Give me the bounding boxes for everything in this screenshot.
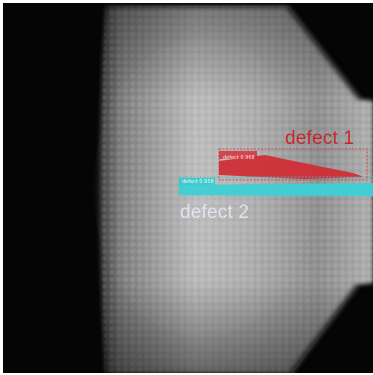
defect-1-bounding-box (218, 148, 368, 181)
defect-1-mask (219, 155, 364, 179)
xray-image: defect 0.968 defect 0.958 defect 1 defec… (3, 3, 373, 373)
defect-2-box-label-background (179, 178, 215, 185)
defect-2-annotation (178, 176, 373, 197)
defect-1-annotation (218, 148, 368, 181)
defect-2-label: defect 2 (180, 202, 250, 223)
defect-1-label: defect 1 (285, 128, 355, 149)
defect-1-box-label: defect 0.968 (223, 155, 255, 161)
defect-annotations-graphic (178, 148, 373, 197)
defect-2-mask (179, 183, 373, 196)
defect-1-box-label-background (219, 151, 257, 159)
defect-2-box-label: defect 0.958 (182, 179, 214, 185)
